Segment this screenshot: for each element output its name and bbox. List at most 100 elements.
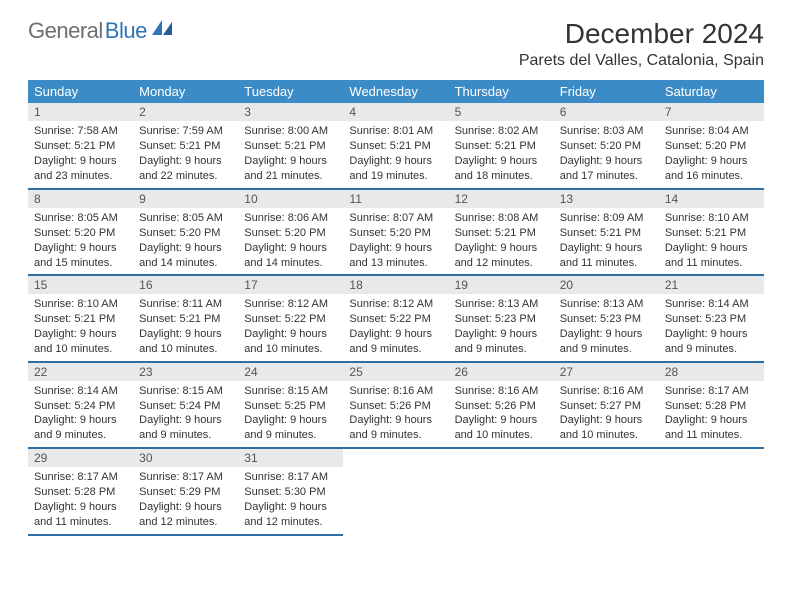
day-sunrise: Sunrise: 8:06 AM	[244, 211, 337, 226]
calendar-cell: 11Sunrise: 8:07 AMSunset: 5:20 PMDayligh…	[343, 189, 448, 275]
day-number: 9	[133, 190, 238, 208]
day-sunset: Sunset: 5:20 PM	[349, 226, 442, 241]
day-sunset: Sunset: 5:23 PM	[455, 312, 548, 327]
day-body: Sunrise: 7:59 AMSunset: 5:21 PMDaylight:…	[133, 121, 238, 187]
calendar-cell	[659, 448, 764, 534]
day-number: 1	[28, 103, 133, 121]
calendar-cell: 8Sunrise: 8:05 AMSunset: 5:20 PMDaylight…	[28, 189, 133, 275]
day-number: 5	[449, 103, 554, 121]
calendar-cell	[554, 448, 659, 534]
day-sunset: Sunset: 5:21 PM	[349, 139, 442, 154]
day-day1: Daylight: 9 hours	[665, 327, 758, 342]
day-number: 14	[659, 190, 764, 208]
calendar-body: 1Sunrise: 7:58 AMSunset: 5:21 PMDaylight…	[28, 103, 764, 535]
day-sunset: Sunset: 5:21 PM	[34, 139, 127, 154]
day-body: Sunrise: 8:17 AMSunset: 5:28 PMDaylight:…	[28, 467, 133, 533]
day-day1: Daylight: 9 hours	[665, 154, 758, 169]
day-body: Sunrise: 8:13 AMSunset: 5:23 PMDaylight:…	[554, 294, 659, 360]
month-title: December 2024	[519, 18, 764, 50]
day-sunset: Sunset: 5:23 PM	[560, 312, 653, 327]
day-sunrise: Sunrise: 8:05 AM	[34, 211, 127, 226]
day-day1: Daylight: 9 hours	[665, 241, 758, 256]
day-sunset: Sunset: 5:21 PM	[455, 139, 548, 154]
page-header: GeneralBlue December 2024 Parets del Val…	[28, 18, 764, 70]
day-sunrise: Sunrise: 8:04 AM	[665, 124, 758, 139]
day-sunset: Sunset: 5:27 PM	[560, 399, 653, 414]
day-day2: and 9 minutes.	[34, 428, 127, 443]
day-sunrise: Sunrise: 8:10 AM	[665, 211, 758, 226]
day-number: 20	[554, 276, 659, 294]
day-number: 12	[449, 190, 554, 208]
day-number: 30	[133, 449, 238, 467]
day-number: 19	[449, 276, 554, 294]
calendar-cell: 16Sunrise: 8:11 AMSunset: 5:21 PMDayligh…	[133, 275, 238, 361]
calendar-row: 29Sunrise: 8:17 AMSunset: 5:28 PMDayligh…	[28, 448, 764, 534]
day-day2: and 12 minutes.	[139, 515, 232, 530]
day-sunset: Sunset: 5:28 PM	[665, 399, 758, 414]
day-sunrise: Sunrise: 8:09 AM	[560, 211, 653, 226]
day-day2: and 23 minutes.	[34, 169, 127, 184]
day-body: Sunrise: 8:17 AMSunset: 5:30 PMDaylight:…	[238, 467, 343, 533]
day-day1: Daylight: 9 hours	[455, 241, 548, 256]
weekday-header: Sunday	[28, 80, 133, 103]
day-sunset: Sunset: 5:22 PM	[244, 312, 337, 327]
day-number: 18	[343, 276, 448, 294]
day-day1: Daylight: 9 hours	[349, 327, 442, 342]
day-day2: and 18 minutes.	[455, 169, 548, 184]
day-number: 28	[659, 363, 764, 381]
calendar-cell: 13Sunrise: 8:09 AMSunset: 5:21 PMDayligh…	[554, 189, 659, 275]
weekday-header: Tuesday	[238, 80, 343, 103]
day-day1: Daylight: 9 hours	[455, 413, 548, 428]
day-sunrise: Sunrise: 8:14 AM	[665, 297, 758, 312]
calendar-cell: 17Sunrise: 8:12 AMSunset: 5:22 PMDayligh…	[238, 275, 343, 361]
day-day2: and 13 minutes.	[349, 256, 442, 271]
brand-part1: General	[28, 18, 103, 44]
day-number: 31	[238, 449, 343, 467]
day-day2: and 9 minutes.	[244, 428, 337, 443]
day-sunrise: Sunrise: 8:11 AM	[139, 297, 232, 312]
calendar-cell: 22Sunrise: 8:14 AMSunset: 5:24 PMDayligh…	[28, 362, 133, 448]
day-sunset: Sunset: 5:26 PM	[349, 399, 442, 414]
day-day1: Daylight: 9 hours	[139, 327, 232, 342]
day-day2: and 12 minutes.	[244, 515, 337, 530]
day-number: 4	[343, 103, 448, 121]
day-number: 22	[28, 363, 133, 381]
day-sunset: Sunset: 5:21 PM	[560, 226, 653, 241]
day-sunrise: Sunrise: 7:58 AM	[34, 124, 127, 139]
day-body: Sunrise: 8:14 AMSunset: 5:24 PMDaylight:…	[28, 381, 133, 447]
day-day1: Daylight: 9 hours	[349, 241, 442, 256]
day-day1: Daylight: 9 hours	[244, 241, 337, 256]
day-body: Sunrise: 8:04 AMSunset: 5:20 PMDaylight:…	[659, 121, 764, 187]
day-day2: and 11 minutes.	[665, 428, 758, 443]
day-day1: Daylight: 9 hours	[34, 500, 127, 515]
calendar-cell: 1Sunrise: 7:58 AMSunset: 5:21 PMDaylight…	[28, 103, 133, 189]
weekday-header: Saturday	[659, 80, 764, 103]
day-number: 16	[133, 276, 238, 294]
day-number: 24	[238, 363, 343, 381]
day-number: 17	[238, 276, 343, 294]
calendar-cell: 2Sunrise: 7:59 AMSunset: 5:21 PMDaylight…	[133, 103, 238, 189]
calendar-cell: 3Sunrise: 8:00 AMSunset: 5:21 PMDaylight…	[238, 103, 343, 189]
day-body: Sunrise: 8:17 AMSunset: 5:28 PMDaylight:…	[659, 381, 764, 447]
day-day1: Daylight: 9 hours	[244, 500, 337, 515]
calendar-cell: 14Sunrise: 8:10 AMSunset: 5:21 PMDayligh…	[659, 189, 764, 275]
calendar-cell: 28Sunrise: 8:17 AMSunset: 5:28 PMDayligh…	[659, 362, 764, 448]
day-day1: Daylight: 9 hours	[560, 154, 653, 169]
day-body: Sunrise: 8:00 AMSunset: 5:21 PMDaylight:…	[238, 121, 343, 187]
day-number: 7	[659, 103, 764, 121]
day-day2: and 11 minutes.	[665, 256, 758, 271]
day-day1: Daylight: 9 hours	[349, 413, 442, 428]
day-day2: and 14 minutes.	[139, 256, 232, 271]
day-sunset: Sunset: 5:30 PM	[244, 485, 337, 500]
day-sunrise: Sunrise: 8:08 AM	[455, 211, 548, 226]
day-sunrise: Sunrise: 8:15 AM	[139, 384, 232, 399]
day-body: Sunrise: 8:15 AMSunset: 5:25 PMDaylight:…	[238, 381, 343, 447]
day-body: Sunrise: 8:14 AMSunset: 5:23 PMDaylight:…	[659, 294, 764, 360]
day-day1: Daylight: 9 hours	[560, 413, 653, 428]
day-sunset: Sunset: 5:20 PM	[34, 226, 127, 241]
day-sunrise: Sunrise: 8:17 AM	[665, 384, 758, 399]
calendar-cell: 30Sunrise: 8:17 AMSunset: 5:29 PMDayligh…	[133, 448, 238, 534]
calendar-cell	[343, 448, 448, 534]
day-sunset: Sunset: 5:20 PM	[139, 226, 232, 241]
day-day2: and 9 minutes.	[349, 428, 442, 443]
